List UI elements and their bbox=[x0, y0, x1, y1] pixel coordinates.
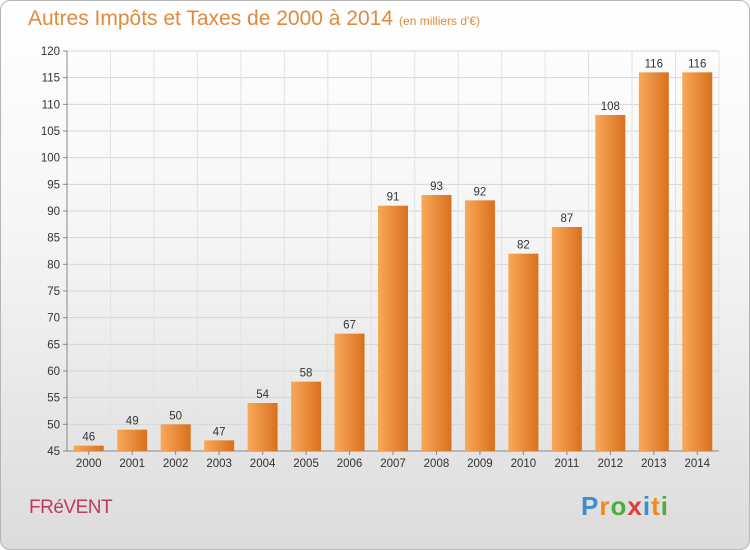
logo-letter: t bbox=[651, 491, 661, 521]
bar bbox=[595, 115, 626, 451]
x-tick-label: 2002 bbox=[163, 458, 189, 470]
bar bbox=[378, 205, 408, 451]
x-tick-label: 2000 bbox=[76, 458, 102, 470]
bar bbox=[334, 333, 365, 451]
x-tick-label: 2003 bbox=[206, 458, 232, 470]
value-label: 92 bbox=[474, 186, 487, 198]
x-tick-label: 2006 bbox=[337, 458, 363, 470]
x-tick-label: 2007 bbox=[380, 458, 406, 470]
bar bbox=[638, 72, 669, 451]
x-tick-label: 2008 bbox=[424, 458, 450, 470]
y-tick-label: 115 bbox=[42, 73, 60, 85]
title-text: Autres Impôts et Taxes de 2000 à 2014 bbox=[28, 7, 394, 30]
bars bbox=[73, 72, 713, 451]
x-tick-label: 2004 bbox=[250, 458, 276, 470]
y-tick-label: 90 bbox=[47, 206, 60, 218]
logo-letter: P bbox=[581, 491, 600, 521]
x-tick-label: 2010 bbox=[511, 458, 537, 470]
value-label: 50 bbox=[169, 410, 182, 422]
bar bbox=[508, 253, 539, 451]
logo-letter: i bbox=[642, 491, 652, 521]
value-label: 58 bbox=[300, 368, 313, 380]
logo-letter: o bbox=[610, 491, 628, 521]
bar bbox=[291, 381, 322, 451]
x-tick-label: 2013 bbox=[641, 458, 667, 470]
y-tick-label: 105 bbox=[41, 126, 60, 138]
value-label: 87 bbox=[560, 213, 573, 225]
value-label: 82 bbox=[517, 240, 530, 252]
bar bbox=[204, 440, 235, 451]
bar bbox=[551, 227, 582, 451]
bar bbox=[464, 200, 495, 451]
y-tick-label: 120 bbox=[41, 46, 60, 58]
y-tick-label: 95 bbox=[47, 179, 60, 191]
logo-letter: i bbox=[660, 491, 669, 521]
value-label: 91 bbox=[387, 192, 400, 204]
y-tick-label: 100 bbox=[41, 153, 60, 165]
y-tick-label: 60 bbox=[47, 366, 60, 378]
y-tick-label: 45 bbox=[47, 446, 60, 458]
value-labels: 46 49 50 47 54 58 67 91 93 92 82 87 108 116 116 bbox=[82, 58, 706, 443]
y-tick-label: 50 bbox=[47, 419, 60, 431]
chart-title: Autres Impôts et Taxes de 2000 à 2014 (en… bbox=[28, 7, 480, 31]
y-tick-label: 55 bbox=[47, 393, 60, 405]
x-tick-label: 2012 bbox=[598, 458, 624, 470]
bar bbox=[117, 429, 148, 451]
proxiti-logo: Proxiti bbox=[581, 491, 669, 522]
x-tick-label: 2001 bbox=[119, 458, 145, 470]
y-tick-label: 65 bbox=[47, 339, 60, 351]
value-label: 116 bbox=[688, 58, 706, 70]
x-tick-label: 2005 bbox=[293, 458, 319, 470]
value-label: 49 bbox=[126, 416, 139, 428]
y-tick-label: 85 bbox=[47, 233, 60, 245]
value-label: 108 bbox=[601, 101, 620, 113]
value-label: 46 bbox=[82, 432, 95, 444]
bar bbox=[682, 72, 713, 451]
title-unit: (en milliers d'€) bbox=[399, 14, 481, 28]
bar bbox=[73, 445, 104, 451]
logo-letter: x bbox=[627, 491, 643, 521]
logo-letter: r bbox=[599, 491, 611, 521]
value-label: 116 bbox=[645, 58, 663, 70]
bar bbox=[421, 195, 452, 451]
value-label: 54 bbox=[256, 389, 269, 401]
bar bbox=[160, 424, 191, 451]
y-tick-label: 110 bbox=[42, 99, 60, 111]
bar bbox=[247, 403, 278, 451]
value-label: 93 bbox=[430, 181, 443, 193]
x-tick-label: 2014 bbox=[684, 458, 710, 470]
y-tick-label: 80 bbox=[47, 259, 60, 271]
y-tick-label: 70 bbox=[47, 313, 60, 325]
value-label: 47 bbox=[213, 426, 226, 438]
value-label: 67 bbox=[343, 320, 356, 332]
y-tick-label: 75 bbox=[47, 286, 60, 298]
x-tick-label: 2009 bbox=[467, 458, 493, 470]
x-tick-label: 2011 bbox=[554, 458, 579, 470]
town-name: FRéVENT bbox=[29, 497, 113, 518]
